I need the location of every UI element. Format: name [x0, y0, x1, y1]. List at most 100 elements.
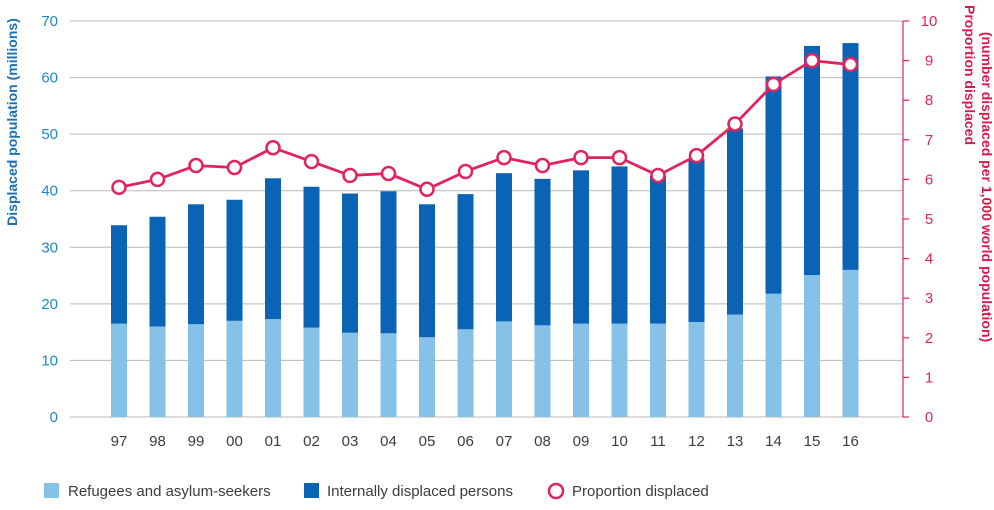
proportion-point-04: [380, 165, 397, 182]
proportion-point-03: [342, 167, 358, 184]
bar-idp-04: [380, 191, 397, 334]
right-axis-tick-label: 2: [925, 330, 933, 347]
bar-idp-10: [611, 166, 628, 324]
x-axis-ticks: 97 98 99 00 01 02 03 04 05 06 07 08 09 10 11 12 13 14 15 16: [111, 433, 859, 450]
x-axis-tick-label: 06: [457, 433, 474, 450]
bar-idp-07: [496, 173, 512, 322]
legend-idp-swatch: [304, 483, 319, 498]
right-axis-ticks: 0 1 2 3 4 5 6 7 8 9 10: [921, 13, 938, 426]
proportion-line-group: [111, 52, 859, 198]
bar-idp-98: [149, 216, 166, 327]
proportion-point-99: [188, 157, 204, 174]
right-axis-tick-label: 10: [921, 13, 938, 30]
proportion-point-08: [534, 157, 551, 174]
bar-refugees-00: [226, 320, 243, 417]
bar-idp-11: [650, 176, 666, 324]
right-axis-title-line2: (number displaced per 1,000 world popula…: [979, 32, 994, 342]
bar-idp-16: [842, 43, 859, 270]
x-axis-tick-label: 97: [111, 433, 128, 450]
left-axis-tick-label: 70: [41, 13, 58, 30]
bar-idp-06: [457, 194, 474, 330]
legend-proportion-marker: [547, 482, 565, 500]
left-axis-tick-label: 30: [41, 239, 58, 256]
proportion-point-11: [650, 167, 666, 184]
bar-refugees-11: [650, 323, 666, 417]
legend-proportion-label: Proportion displaced: [572, 483, 709, 500]
bar-refugees-14: [765, 293, 782, 417]
right-axis-tick-label: 1: [925, 369, 933, 386]
left-axis-ticks: 0 10 20 30 40 50 60 70: [41, 13, 58, 426]
x-axis-tick-label: 03: [342, 433, 359, 450]
bar-refugees-15: [804, 275, 820, 417]
x-axis-tick-label: 14: [765, 433, 782, 450]
proportion-point-14: [765, 76, 782, 93]
legend: Refugees and asylum-seekers Internally d…: [44, 482, 709, 500]
bar-idp-97: [111, 225, 127, 324]
x-axis-tick-label: 07: [496, 433, 513, 450]
left-axis-title: Displaced population (millions): [4, 18, 20, 226]
bar-refugees-05: [419, 337, 435, 417]
proportion-point-13: [727, 116, 743, 132]
bar-refugees-09: [573, 323, 589, 417]
bar-refugees-08: [534, 325, 551, 417]
legend-refugees-label: Refugees and asylum-seekers: [68, 483, 271, 500]
proportion-point-12: [688, 147, 705, 164]
bar-idp-02: [303, 186, 320, 328]
x-axis-tick-label: 99: [188, 433, 205, 450]
bar-idp-12: [688, 159, 705, 322]
bar-refugees-02: [303, 327, 320, 417]
bar-idp-09: [573, 170, 589, 324]
bar-refugees-16: [842, 269, 859, 417]
x-axis-tick-label: 11: [650, 433, 666, 450]
x-axis-tick-label: 13: [727, 433, 744, 450]
x-axis-tick-label: 04: [380, 433, 397, 450]
proportion-point-01: [265, 139, 281, 156]
bar-refugees-13: [727, 314, 743, 417]
proportion-point-07: [496, 149, 512, 166]
legend-refugees-swatch: [44, 483, 59, 498]
right-axis-tick-label: 0: [925, 409, 933, 426]
bar-refugees-98: [149, 326, 166, 417]
x-axis-tick-label: 08: [534, 433, 551, 450]
proportion-point-06: [457, 163, 474, 180]
right-axis: [902, 20, 909, 418]
x-axis-tick-label: 12: [688, 433, 705, 450]
proportion-point-02: [303, 153, 320, 170]
x-axis-tick-label: 16: [842, 433, 859, 450]
bar-idp-03: [342, 193, 358, 333]
bar-idp-13: [727, 128, 743, 315]
bar-idp-08: [534, 178, 551, 326]
bar-idp-14: [765, 76, 782, 294]
refugee-bars: [111, 269, 859, 417]
x-axis-tick-label: 02: [303, 433, 320, 450]
right-axis-tick-label: 7: [925, 132, 933, 149]
bar-refugees-03: [342, 332, 358, 417]
left-axis-tick-label: 40: [41, 183, 58, 200]
right-axis-title-line1: Proportion displaced: [962, 5, 978, 145]
bar-refugees-10: [611, 323, 628, 417]
x-axis-tick-label: 98: [149, 433, 166, 450]
proportion-point-10: [611, 149, 628, 166]
bar-refugees-07: [496, 321, 512, 417]
x-axis-tick-label: 09: [573, 433, 590, 450]
bar-idp-01: [265, 178, 281, 320]
right-axis-tick-label: 5: [925, 211, 933, 228]
bar-refugees-99: [188, 324, 204, 417]
left-axis-tick-label: 20: [41, 296, 58, 313]
legend-idp-label: Internally displaced persons: [327, 483, 513, 500]
bar-refugees-97: [111, 323, 127, 417]
right-axis-tick-label: 8: [925, 92, 933, 109]
x-axis-tick-label: 01: [265, 433, 282, 450]
bar-idp-15: [804, 45, 820, 276]
proportion-point-98: [149, 171, 166, 188]
bar-idp-05: [419, 204, 435, 338]
left-axis-tick-label: 60: [41, 70, 58, 87]
right-axis-tick-label: 9: [925, 53, 933, 70]
x-axis-tick-label: 05: [419, 433, 436, 450]
right-axis-tick-label: 6: [925, 171, 933, 188]
proportion-point-09: [573, 149, 589, 166]
bar-refugees-06: [457, 329, 474, 417]
proportion-point-97: [111, 179, 127, 196]
bar-idp-99: [188, 204, 204, 325]
